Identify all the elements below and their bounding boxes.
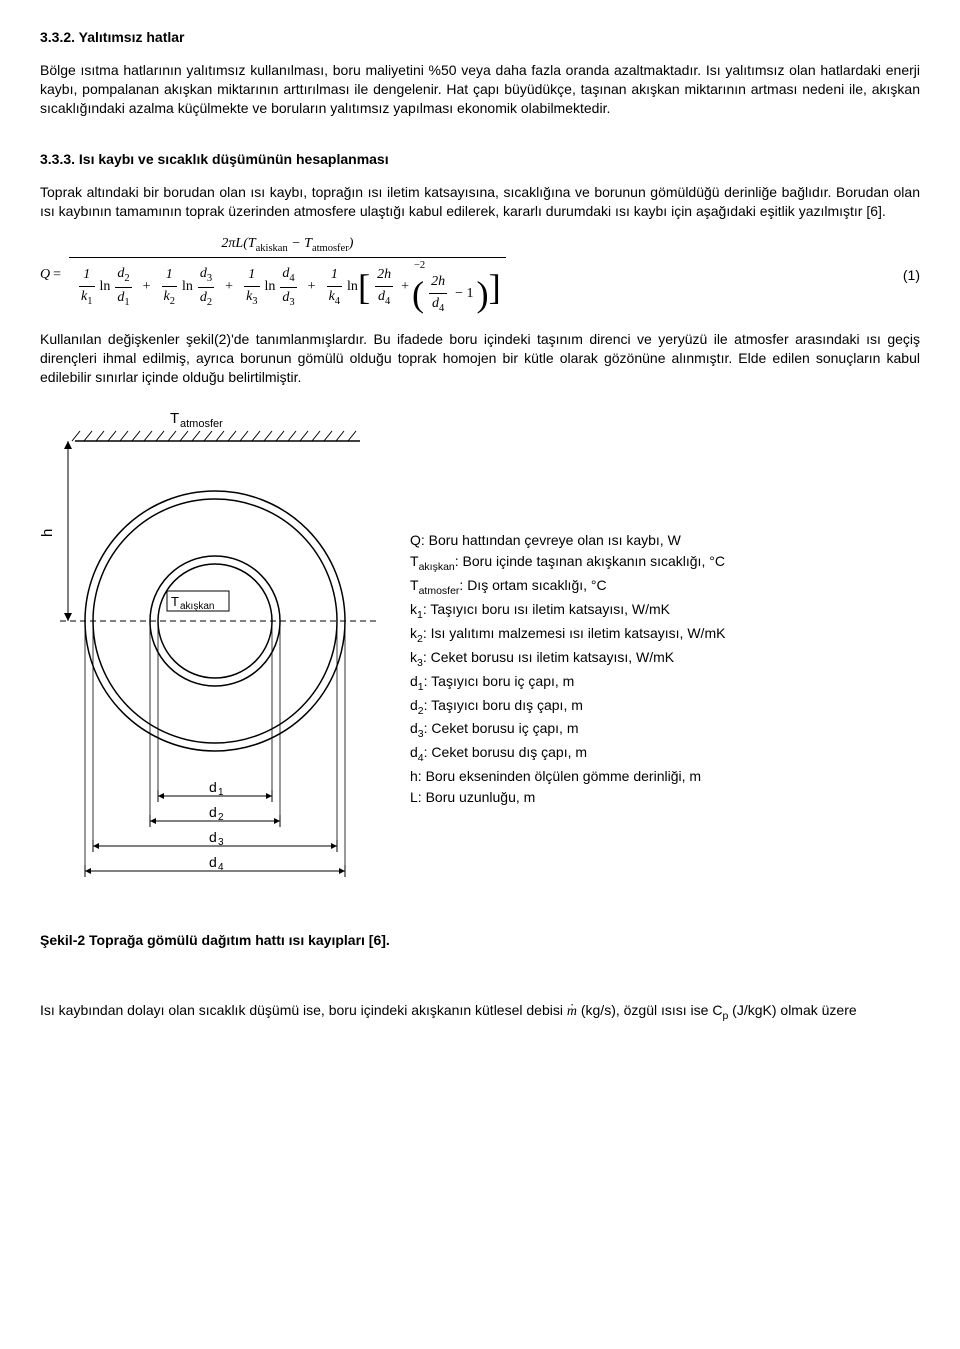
legend-tatm: Tatmosfer: Dış ortam sıcaklığı, °C bbox=[410, 576, 725, 598]
paragraph-last: Isı kaybından dolayı olan sıcaklık düşüm… bbox=[40, 1001, 920, 1023]
legend-d4: d4: Ceket borusu dış çapı, m bbox=[410, 743, 725, 765]
eq-Q: Q bbox=[40, 266, 50, 285]
paragraph-333a: Toprak altındaki bir borudan olan ısı ka… bbox=[40, 183, 920, 221]
svg-text:d: d bbox=[209, 804, 217, 820]
legend-l: L: Boru uzunluğu, m bbox=[410, 788, 725, 807]
figure-2-caption: Şekil-2 Toprağa gömülü dağıtım hattı ısı… bbox=[40, 931, 920, 950]
paragraph-333b: Kullanılan değişkenler şekil(2)'de tanım… bbox=[40, 330, 920, 387]
svg-text:4: 4 bbox=[218, 862, 224, 873]
equation-1: Q = 2πL(Takiskan − Tatmosfer) 1k1 ln d2d… bbox=[40, 235, 920, 316]
svg-text:d: d bbox=[209, 829, 217, 845]
paragraph-332: Bölge ısıtma hatlarının yalıtımsız kulla… bbox=[40, 61, 920, 118]
legend-tak: Takışkan: Boru içinde taşınan akışkanın … bbox=[410, 552, 725, 574]
svg-text:akışkan: akışkan bbox=[180, 601, 214, 612]
svg-text:1: 1 bbox=[218, 787, 224, 798]
eq-main-frac: 2πL(Takiskan − Tatmosfer) 1k1 ln d2d1 + … bbox=[69, 235, 506, 316]
figure-2-legend: Q: Boru hattından çevreye olan ısı kaybı… bbox=[410, 531, 725, 809]
svg-text:d: d bbox=[209, 854, 217, 870]
svg-text:atmosfer: atmosfer bbox=[180, 418, 223, 430]
legend-k1: k1: Taşıyıcı boru ısı iletim katsayısı, … bbox=[410, 600, 725, 622]
svg-text:2: 2 bbox=[218, 812, 224, 823]
figure-2-diagram: TatmosferTakışkanhd1d2d3d4 bbox=[40, 401, 390, 901]
equation-1-label: (1) bbox=[880, 266, 920, 285]
section-heading-333: 3.3.3. Isı kaybı ve sıcaklık düşümünün h… bbox=[40, 150, 920, 169]
svg-text:h: h bbox=[40, 528, 56, 536]
legend-d2: d2: Taşıyıcı boru dış çapı, m bbox=[410, 696, 725, 718]
legend-k2: k2: Isı yalıtımı malzemesi ısı iletim ka… bbox=[410, 624, 725, 646]
figure-2-block: TatmosferTakışkanhd1d2d3d4 Q: Boru hattı… bbox=[40, 401, 920, 901]
legend-h: h: Boru ekseninden ölçülen gömme derinli… bbox=[410, 767, 725, 786]
svg-text:T: T bbox=[170, 410, 179, 427]
legend-k3: k3: Ceket borusu ısı iletim katsayısı, W… bbox=[410, 648, 725, 670]
legend-d1: d1: Taşıyıcı boru iç çapı, m bbox=[410, 672, 725, 694]
svg-text:3: 3 bbox=[218, 837, 224, 848]
svg-text:T: T bbox=[171, 594, 179, 609]
legend-d3: d3: Ceket borusu iç çapı, m bbox=[410, 719, 725, 741]
svg-text:d: d bbox=[209, 779, 217, 795]
section-heading-332: 3.3.2. Yalıtımsız hatlar bbox=[40, 28, 920, 47]
legend-q: Q: Boru hattından çevreye olan ısı kaybı… bbox=[410, 531, 725, 550]
